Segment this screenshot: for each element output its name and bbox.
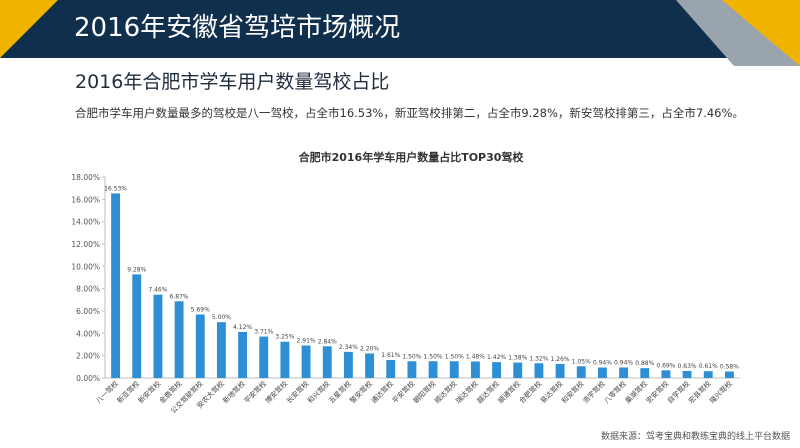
bar-value-label: 0.69% bbox=[656, 362, 675, 369]
bar-value-label: 1.32% bbox=[529, 355, 548, 362]
bar bbox=[576, 366, 586, 378]
bar-value-label: 1.42% bbox=[487, 354, 506, 361]
bar-value-label: 2.34% bbox=[339, 344, 358, 351]
bar-value-label: 5.00% bbox=[212, 314, 231, 321]
bar bbox=[407, 361, 417, 378]
bar-value-label: 7.46% bbox=[148, 287, 167, 294]
bar bbox=[682, 370, 692, 378]
y-tick-label: 6.00% bbox=[76, 307, 100, 316]
bar bbox=[724, 371, 734, 378]
bar bbox=[492, 362, 502, 378]
header-bar bbox=[0, 0, 800, 58]
value-labels-group: 16.53% 9.28% 7.46%6.87%5.69%5.00%4.12%3.71… bbox=[104, 185, 739, 370]
bar bbox=[322, 346, 332, 378]
bar-value-label: 3.25% bbox=[275, 334, 294, 341]
bar-value-label: 0.94% bbox=[593, 360, 612, 367]
x-tick-label: 隆兴驾校 bbox=[708, 379, 734, 405]
bar-value-label: 2.91% bbox=[297, 338, 316, 345]
bar bbox=[153, 294, 163, 378]
bar bbox=[513, 362, 523, 378]
bar bbox=[386, 360, 396, 378]
bar-value-label: 0.63% bbox=[678, 363, 697, 370]
y-tick-label: 2.00% bbox=[76, 352, 100, 361]
bar bbox=[597, 367, 607, 378]
bar-value-label: 1.05% bbox=[572, 358, 591, 365]
bar bbox=[259, 336, 269, 378]
y-tick-label: 16.00% bbox=[71, 195, 100, 204]
bar bbox=[216, 322, 226, 378]
y-axis: 0.00% 2.00% 4.00% 6.00% 8.00% 10.00% 12.00% 14.… bbox=[71, 173, 740, 383]
bar-chart: 合肥市2016年学车用户数量占比TOP30驾校 0.00% 2.00% 4.00% 6… bbox=[71, 150, 740, 415]
y-tick-label: 4.00% bbox=[76, 329, 100, 338]
bar bbox=[703, 371, 713, 378]
bar bbox=[470, 361, 480, 378]
bar bbox=[174, 301, 184, 378]
bar bbox=[132, 274, 142, 378]
bar bbox=[111, 193, 121, 378]
y-tick-label: 8.00% bbox=[76, 285, 100, 294]
page-header-title: 2016年安徽省驾培市场概况 bbox=[74, 13, 401, 43]
bar-value-label: 1.26% bbox=[551, 356, 570, 363]
bar-value-label: 0.61% bbox=[699, 363, 718, 370]
bar-value-label: 0.58% bbox=[720, 364, 739, 371]
bar-value-label: 1.61% bbox=[381, 352, 400, 359]
bar-value-label: 1.50% bbox=[402, 353, 421, 360]
summary-text: 合肥市学车用户数量最多的驾校是八一驾校，占全市16.53%，新亚驾校排第二，占全… bbox=[75, 106, 744, 120]
bar-value-label: 16.53% bbox=[104, 185, 127, 192]
bar bbox=[301, 345, 311, 378]
bars-group bbox=[111, 193, 734, 378]
bar bbox=[534, 363, 544, 378]
bar bbox=[238, 331, 248, 378]
y-tick-label: 10.00% bbox=[71, 262, 100, 271]
bar bbox=[280, 341, 290, 378]
bar bbox=[619, 367, 629, 378]
bar-value-label: 4.12% bbox=[233, 324, 252, 331]
bar-value-label: 5.69% bbox=[191, 306, 210, 313]
y-tick-label: 18.00% bbox=[71, 173, 100, 182]
bar-value-label: 3.71% bbox=[254, 329, 273, 336]
section-subtitle: 2016年合肥市学车用户数量驾校占比 bbox=[75, 71, 390, 93]
bar bbox=[195, 314, 205, 378]
y-tick-label: 12.00% bbox=[71, 240, 100, 249]
bar-value-label: 0.88% bbox=[635, 360, 654, 367]
bar-value-label: 9.28% bbox=[127, 266, 146, 273]
bar-value-label: 1.50% bbox=[445, 353, 464, 360]
data-source-note: 数据来源：驾考宝典和教练宝典的线上平台数据 bbox=[600, 432, 790, 442]
bar bbox=[661, 370, 671, 378]
bar-value-label: 2.20% bbox=[360, 345, 379, 352]
bar bbox=[343, 351, 353, 378]
bar-value-label: 0.94% bbox=[614, 360, 633, 367]
bar bbox=[365, 353, 375, 378]
bar bbox=[428, 361, 438, 378]
y-tick-label: 0.00% bbox=[76, 374, 100, 383]
chart-title: 合肥市2016年学车用户数量占比TOP30驾校 bbox=[299, 150, 525, 164]
bar bbox=[555, 363, 565, 378]
bar-value-label: 1.38% bbox=[508, 355, 527, 362]
y-tick-label: 14.00% bbox=[71, 218, 100, 227]
bar bbox=[449, 361, 459, 378]
bar-value-label: 6.87% bbox=[170, 293, 189, 300]
x-tick-labels-group: 八一驾校新亚驾校新安驾校金鹿驾校公交驾驶驾校安农大驾校新地驾校平安驾校博安驾校长… bbox=[94, 379, 734, 415]
bar-value-label: 1.50% bbox=[424, 353, 443, 360]
bar-value-label: 2.84% bbox=[318, 338, 337, 345]
bar bbox=[640, 368, 650, 378]
yellow-corner-shape bbox=[0, 0, 58, 58]
bar-value-label: 1.48% bbox=[466, 353, 485, 360]
